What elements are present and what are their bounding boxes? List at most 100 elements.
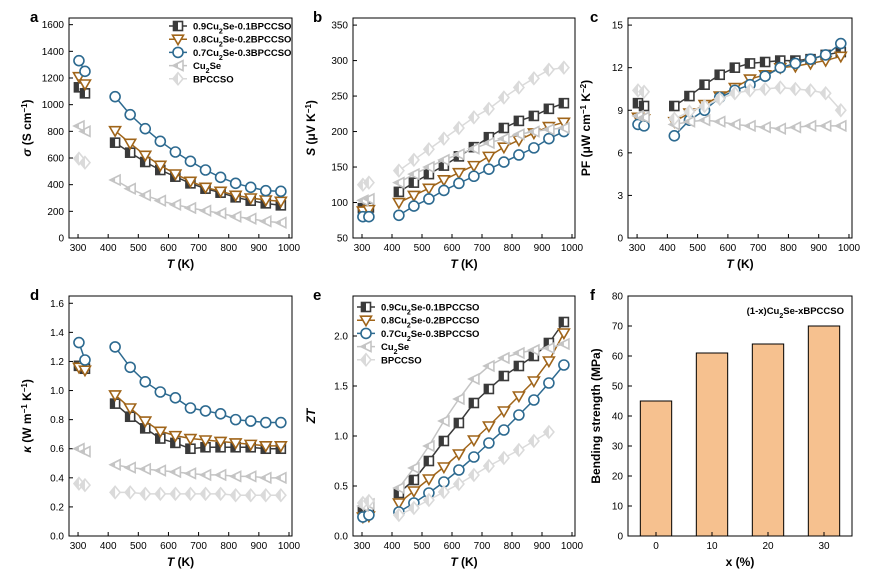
marker-half-fill [729,121,735,127]
marker-half-fill [559,317,564,327]
data-point [392,197,406,210]
data-point [513,409,525,421]
data-point [483,163,495,175]
data-point [169,146,182,158]
x-tick-label: 300 [629,243,646,254]
chart-title: (1-x)Cu2Se-xBPCCSO [747,306,844,320]
data-point [108,125,122,138]
data-point [199,164,212,176]
marker-half-fill [544,104,549,114]
x-axis-label: T (K) [726,257,753,271]
marker-half-fill [760,57,766,67]
data-point [557,117,571,130]
data-point [228,190,243,203]
data-point [184,402,197,414]
marker-half-fill [215,487,221,500]
series-line [114,346,281,424]
marker-half-fill [260,475,266,481]
x-tick-label: 900 [251,541,268,552]
marker-half-fill [393,180,399,186]
marker-half-fill [408,171,414,177]
marker-half-fill [125,465,131,471]
data-point [483,437,495,449]
data-point [497,406,511,419]
marker-half-fill [155,165,161,175]
x-tick-label: 500 [414,541,431,552]
y-tick-label: 1.4 [50,328,64,339]
marker-half-fill [394,488,399,498]
marker-half-fill [170,487,176,500]
legend: 0.9Cu2Se-0.1BPCCSO0.8Cu2Se-0.2BPCCSO0.7C… [357,301,479,368]
x-tick-label: 300 [354,541,371,552]
bar-0 [639,400,673,537]
y-tick-label: 1.5 [334,382,348,393]
series-s09 [73,360,287,455]
y-axis-label: ZT [304,407,318,424]
marker-half-fill [639,101,645,111]
y-tick-label: 1600 [42,20,65,31]
marker-half-fill [393,485,399,491]
y-tick-label: 0.4 [50,473,64,484]
data-point [199,405,212,417]
plot-frame [627,17,853,239]
x-tick-label: 400 [659,243,676,254]
marker-half-fill [453,396,459,402]
marker-half-fill [744,84,750,97]
marker-half-fill [453,122,459,134]
marker-half-fill [669,101,675,111]
marker-half-fill [439,436,444,446]
marker-half-fill [820,123,826,129]
marker-half-fill [513,131,519,137]
data-point [452,449,466,462]
marker-half-fill [453,151,459,157]
marker-half-fill [185,444,191,454]
y-tick-label: 1.0 [50,386,64,397]
x-tick-label: 600 [444,541,461,552]
marker-half-fill [633,98,638,108]
marker-half-fill [528,129,534,135]
data-point [168,169,183,182]
y-tick-label: 0.0 [334,532,348,543]
legend-label: 0.9Cu2Se-0.1BPCCSO [193,22,291,36]
marker-half-fill [185,205,191,211]
data-point [393,209,405,222]
data-point [183,176,198,189]
legend-label: BPCCSO [193,74,234,85]
marker-half-fill [775,81,781,94]
data-point [834,37,847,50]
marker-half-fill [513,350,519,356]
marker-half-fill [529,111,534,121]
data-point [214,171,227,184]
panel-label: b [313,9,322,26]
data-point [363,509,375,521]
panel-label: a [30,9,39,26]
x-tick-label: 600 [720,243,737,254]
marker-half-fill [361,353,366,366]
marker-half-fill [483,140,489,146]
panel-b: 300 400 500 600 700 800 900 1000 50 100 150 200 250 3… [304,17,584,271]
y-tick-label: 9 [617,106,623,117]
panel-e: 300 400 500 600 700 800 900 1000 0.0 0.5 1.0 1.5 2.0… [304,295,584,569]
marker-half-fill [498,91,504,104]
data-point [542,356,556,369]
marker-half-fill [260,218,266,224]
x-tick-label: 400 [384,243,401,254]
y-tick-label: 6 [617,148,623,159]
y-tick-label: 12 [612,63,624,74]
series-cu2se [72,119,287,229]
marker-half-fill [558,61,564,74]
marker-half-fill [715,70,720,80]
series-s07 [632,37,847,142]
marker-half-fill [729,87,735,100]
data-point [244,181,257,194]
marker-half-fill [79,156,85,169]
legend: 0.9Cu2Se-0.1BPCCSO0.8Cu2Se-0.2BPCCSO0.7C… [169,20,291,87]
marker-half-fill [409,475,414,485]
data-point [243,439,258,452]
marker-half-fill [185,487,191,500]
data-point [804,53,817,65]
y-tick-label: 350 [331,21,348,32]
legend-marker [171,34,185,47]
marker-half-fill [110,462,116,468]
